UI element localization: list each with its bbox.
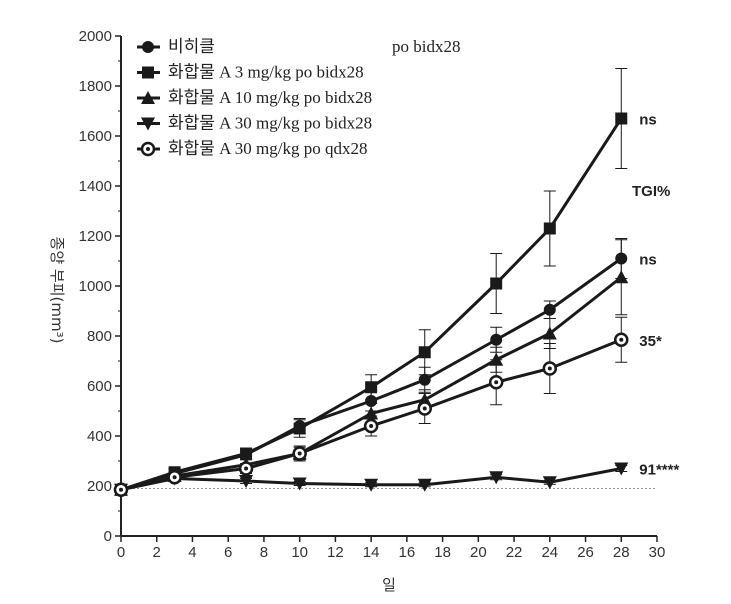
x-tick-label: 2	[153, 544, 161, 561]
tumor-volume-chart: 0200400600800100012001400160018002000024…	[0, 0, 731, 604]
x-tick-label: 6	[224, 544, 232, 561]
data-point	[169, 471, 181, 483]
legend-label: 화합물 A 30 mg/kg po qdx28	[168, 139, 367, 158]
data-point	[365, 381, 377, 393]
x-tick-label: 26	[577, 544, 594, 561]
x-tick-label: 24	[541, 544, 558, 561]
legend-header: po bidx28	[392, 37, 460, 56]
series-annotation: 35*	[639, 333, 662, 350]
legend-label: 화합물 A 3 mg/kg po bidx28	[168, 63, 364, 82]
marker-dot	[244, 467, 248, 471]
legend-marker	[142, 41, 154, 53]
data-point	[615, 113, 627, 125]
marker-dot	[146, 147, 150, 151]
legend-label: 화합물 A 10 mg/kg po bidx28	[168, 88, 372, 107]
data-point	[544, 304, 556, 316]
x-tick-label: 10	[291, 544, 308, 561]
x-tick-label: 20	[470, 544, 487, 561]
marker-dot	[494, 380, 498, 384]
x-tick-label: 4	[188, 544, 196, 561]
y-tick-label: 1200	[79, 228, 112, 245]
y-tick-label: 400	[87, 428, 112, 445]
y-tick-label: 2000	[79, 28, 112, 45]
marker-dot	[298, 452, 302, 456]
y-tick-label: 600	[87, 378, 112, 395]
x-tick-label: 16	[399, 544, 416, 561]
x-tick-label: 12	[327, 544, 344, 561]
x-tick-label: 8	[260, 544, 268, 561]
x-tick-label: 0	[117, 544, 125, 561]
data-point	[240, 463, 252, 475]
legend-marker	[142, 67, 154, 79]
marker-dot	[369, 424, 373, 428]
x-tick-label: 18	[434, 544, 451, 561]
y-tick-label: 800	[87, 328, 112, 345]
tgi-header: TGI%	[632, 183, 670, 200]
marker-dot	[423, 407, 427, 411]
x-tick-label: 30	[649, 544, 666, 561]
data-point	[544, 223, 556, 235]
x-axis-label: 일	[382, 576, 396, 594]
y-tick-label: 1600	[79, 128, 112, 145]
marker-dot	[548, 367, 552, 371]
y-tick-label: 0	[104, 528, 112, 545]
marker-dot	[619, 338, 623, 342]
data-point	[490, 376, 502, 388]
marker-dot	[173, 475, 177, 479]
data-point	[419, 403, 431, 415]
y-tick-label: 1400	[79, 178, 112, 195]
data-point	[544, 363, 556, 375]
data-point	[294, 423, 306, 435]
data-point	[614, 270, 628, 283]
legend: 비히클화합물 A 3 mg/kg po bidx28 화합물 A 10 mg/kg…	[137, 37, 372, 158]
x-tick-label: 22	[506, 544, 523, 561]
data-point	[419, 374, 431, 386]
y-tick-label: 1800	[79, 78, 112, 95]
data-point	[115, 484, 127, 496]
data-point	[490, 278, 502, 290]
data-point	[294, 448, 306, 460]
marker-dot	[119, 488, 123, 492]
data-point	[365, 420, 377, 432]
x-tick-label: 28	[613, 544, 630, 561]
series-annotation: ns	[639, 252, 657, 269]
legend-marker	[142, 143, 154, 155]
legend-label: 비히클	[168, 37, 215, 56]
y-tick-label: 200	[87, 478, 112, 495]
series-annotation: 91****	[639, 462, 679, 479]
data-point	[419, 346, 431, 358]
y-tick-label: 1000	[79, 278, 112, 295]
series-1: ns	[115, 69, 657, 496]
data-point	[240, 448, 252, 460]
data-point	[615, 334, 627, 346]
x-tick-label: 14	[363, 544, 380, 561]
series-group: ns ns 91**** 35*	[114, 69, 679, 497]
data-point	[490, 334, 502, 346]
legend-label: 화합물 A 30 mg/kg po bidx28	[168, 114, 372, 133]
y-axis-label: 종양 부피(mm³)	[48, 237, 66, 344]
series-annotation: ns	[639, 112, 657, 129]
series-0: ns	[115, 239, 657, 496]
